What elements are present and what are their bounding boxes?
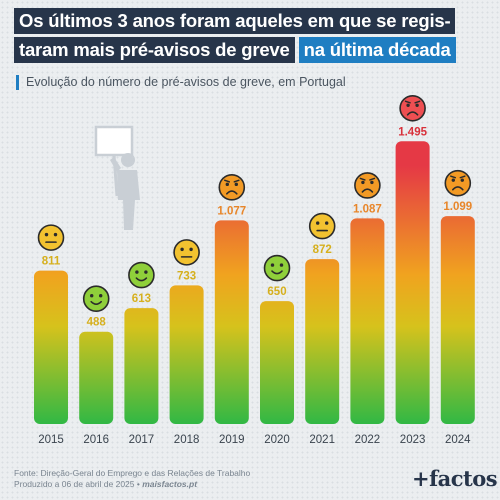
mood-face-icon-2023-very-sad [399, 94, 426, 122]
data-label-2018: 733 [177, 270, 196, 282]
bar-2020 [260, 301, 294, 424]
bar-2022 [350, 218, 385, 424]
bar-2023 [395, 141, 430, 425]
data-label-2017: 613 [132, 293, 151, 305]
bar-2018 [169, 285, 204, 424]
bar-2019 [214, 220, 249, 424]
mood-face-icon-2020-happy [263, 254, 291, 282]
mood-face-icon-2018-neutral [173, 239, 200, 266]
x-tick-label-2024: 2024 [445, 434, 471, 446]
mood-face-icon-2019-sad [218, 174, 246, 201]
data-label-2019: 1.077 [217, 205, 246, 217]
x-tick-label-2017: 2017 [129, 434, 155, 446]
x-tick-label-2023: 2023 [400, 434, 426, 446]
mood-face-icon-2024-sad [444, 169, 472, 197]
x-tick-label-2022: 2022 [355, 434, 381, 446]
mood-face-icon-2016-happy [82, 285, 110, 313]
mood-face-icon-2015-neutral [37, 224, 65, 251]
source-line: Fonte: Direção-Geral do Emprego e das Re… [14, 468, 251, 478]
mood-face-icon-2021-neutral [308, 212, 336, 240]
x-tick-label-2015: 2015 [38, 434, 64, 446]
bar-2024 [440, 216, 475, 424]
mood-face-icon-2022-sad [354, 172, 381, 199]
bar-2017 [124, 308, 159, 424]
x-tick-label-2016: 2016 [83, 434, 109, 446]
source-note: Fonte: Direção-Geral do Emprego e das Re… [14, 468, 250, 490]
data-label-2022: 1.087 [353, 203, 382, 215]
produced-line: Produzido a 06 de abril de 2025 • maisfa… [14, 479, 250, 490]
protester-illustration [94, 125, 140, 230]
data-label-2020: 650 [267, 286, 286, 298]
mood-face-icon-2017-happy [128, 261, 155, 289]
bar-2015 [34, 270, 68, 424]
chart-title: Os últimos 3 anos foram aqueles em que s… [14, 8, 490, 66]
x-tick-label-2021: 2021 [309, 434, 335, 446]
brand-logo: +factos [412, 466, 498, 491]
data-label-2016: 488 [87, 317, 107, 329]
title-line-1: Os últimos 3 anos foram aqueles em que s… [14, 8, 456, 34]
title-highlight: na última década [298, 37, 456, 63]
data-label-2024: 1.099 [443, 201, 472, 213]
x-tick-label-2020: 2020 [264, 434, 290, 446]
bar-2016 [79, 331, 114, 424]
produced-date: Produzido a 06 de abril de 2025 • [14, 479, 140, 489]
bar-2021 [305, 259, 340, 424]
data-label-2015: 811 [42, 256, 61, 268]
data-label-2021: 872 [313, 244, 332, 256]
data-label-2023: 1.495 [398, 126, 427, 138]
x-tick-label-2018: 2018 [174, 434, 200, 446]
chart-subtitle: Evolução do número de pré-avisos de grev… [16, 75, 346, 90]
source-website: maisfactos.pt [142, 479, 198, 489]
title-line-2: taram mais pré-avisos de greve [14, 37, 295, 63]
x-tick-label-2019: 2019 [219, 434, 245, 446]
